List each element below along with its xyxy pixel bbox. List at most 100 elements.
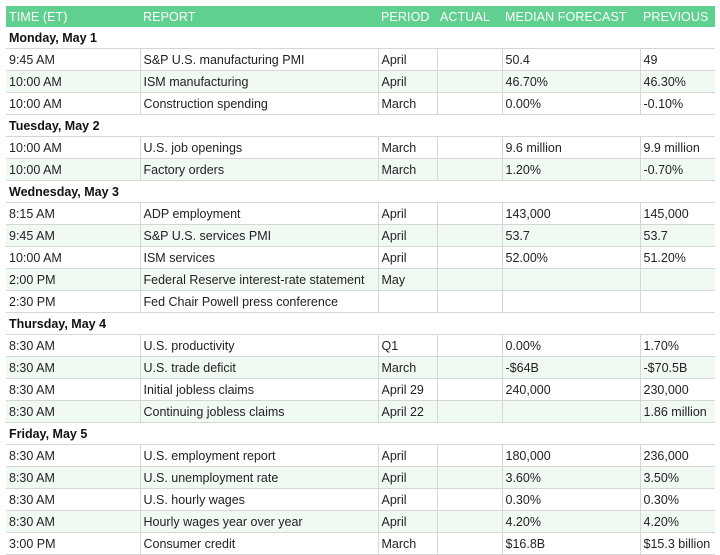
table-row: 3:00 PM Consumer credit March $16.8B $15.3 b… bbox=[6, 532, 715, 555]
time-cell: 3:00 PM bbox=[6, 532, 140, 555]
actual-cell bbox=[436, 136, 502, 159]
report-cell: U.S. hourly wages bbox=[139, 488, 378, 511]
header-actual: ACTUAL bbox=[437, 6, 502, 27]
day-label: Tuesday, May 2 bbox=[6, 114, 715, 137]
report-cell: ISM manufacturing bbox=[139, 70, 378, 93]
day-header-row: Thursday, May 4 bbox=[6, 312, 715, 335]
table-row: 8:30 AM U.S. employment report April 180,00… bbox=[6, 444, 715, 467]
actual-cell bbox=[436, 378, 502, 401]
previous-cell bbox=[639, 290, 715, 313]
time-cell: 9:45 AM bbox=[6, 224, 140, 247]
previous-cell: -0.10% bbox=[639, 92, 715, 115]
actual-cell bbox=[436, 268, 502, 291]
day-header-row: Tuesday, May 2 bbox=[6, 114, 715, 137]
actual-cell bbox=[436, 246, 502, 269]
day-header-row: Monday, May 1 bbox=[6, 27, 715, 49]
table-row: 8:30 AM Initial jobless claims April 29 240… bbox=[6, 378, 715, 401]
previous-cell: 1.70% bbox=[639, 334, 715, 357]
actual-cell bbox=[436, 92, 502, 115]
actual-cell bbox=[436, 48, 502, 71]
report-cell: U.S. job openings bbox=[139, 136, 378, 159]
report-cell: U.S. trade deficit bbox=[139, 356, 378, 379]
previous-cell: 51.20% bbox=[639, 246, 715, 269]
previous-cell bbox=[639, 268, 715, 291]
report-cell: U.S. employment report bbox=[139, 444, 378, 467]
forecast-cell: 0.00% bbox=[501, 92, 640, 115]
table-row: 8:30 AM Continuing jobless claims April 22… bbox=[6, 400, 715, 423]
period-cell: April bbox=[377, 488, 437, 511]
actual-cell bbox=[436, 334, 502, 357]
time-cell: 10:00 AM bbox=[6, 70, 140, 93]
previous-cell: -0.70% bbox=[639, 158, 715, 181]
table-row: 10:00 AM Construction spending March 0.00% -… bbox=[6, 92, 715, 115]
header-period: PERIOD bbox=[378, 6, 437, 27]
time-cell: 2:00 PM bbox=[6, 268, 140, 291]
report-cell: Federal Reserve interest-rate statement bbox=[139, 268, 378, 291]
period-cell: Q1 bbox=[377, 334, 437, 357]
forecast-cell: 3.60% bbox=[501, 466, 640, 489]
time-cell: 9:45 AM bbox=[6, 48, 140, 71]
forecast-cell: 180,000 bbox=[501, 444, 640, 467]
report-cell: Initial jobless claims bbox=[139, 378, 378, 401]
time-cell: 8:30 AM bbox=[6, 466, 140, 489]
time-cell: 10:00 AM bbox=[6, 246, 140, 269]
time-cell: 8:30 AM bbox=[6, 356, 140, 379]
period-cell: May bbox=[377, 268, 437, 291]
report-cell: S&P U.S. manufacturing PMI bbox=[139, 48, 378, 71]
table-row: 8:30 AM Hourly wages year over year April 4… bbox=[6, 510, 715, 533]
table-row: 8:30 AM U.S. trade deficit March -$64B -$70.… bbox=[6, 356, 715, 379]
period-cell: April bbox=[377, 202, 437, 225]
table-row: 8:30 AM U.S. hourly wages April 0.30% 0.30% bbox=[6, 488, 715, 511]
time-cell: 2:30 PM bbox=[6, 290, 140, 313]
actual-cell bbox=[436, 466, 502, 489]
forecast-cell: 53.7 bbox=[501, 224, 640, 247]
table-row: 8:30 AM U.S. productivity Q1 0.00% 1.70% bbox=[6, 334, 715, 357]
actual-cell bbox=[436, 290, 502, 313]
table-row: 10:00 AM ISM services April 52.00% 51.20% bbox=[6, 246, 715, 269]
report-cell: Factory orders bbox=[139, 158, 378, 181]
time-cell: 8:30 AM bbox=[6, 378, 140, 401]
time-cell: 10:00 AM bbox=[6, 158, 140, 181]
previous-cell: 0.30% bbox=[639, 488, 715, 511]
table-row: 8:15 AM ADP employment April 143,000 145,000 bbox=[6, 202, 715, 225]
previous-cell: 49 bbox=[639, 48, 715, 71]
period-cell bbox=[377, 290, 437, 313]
previous-cell: 3.50% bbox=[639, 466, 715, 489]
day-header-row: Wednesday, May 3 bbox=[6, 180, 715, 203]
period-cell: April 22 bbox=[377, 400, 437, 423]
previous-cell: 145,000 bbox=[639, 202, 715, 225]
period-cell: March bbox=[377, 158, 437, 181]
time-cell: 10:00 AM bbox=[6, 136, 140, 159]
report-cell: Continuing jobless claims bbox=[139, 400, 378, 423]
header-report: REPORT bbox=[140, 6, 378, 27]
period-cell: April bbox=[377, 444, 437, 467]
period-cell: March bbox=[377, 136, 437, 159]
day-label: Monday, May 1 bbox=[6, 27, 715, 49]
period-cell: March bbox=[377, 356, 437, 379]
forecast-cell bbox=[501, 400, 640, 423]
time-cell: 8:30 AM bbox=[6, 510, 140, 533]
forecast-cell: 4.20% bbox=[501, 510, 640, 533]
forecast-cell: 9.6 million bbox=[501, 136, 640, 159]
period-cell: April bbox=[377, 48, 437, 71]
period-cell: April 29 bbox=[377, 378, 437, 401]
day-header-row: Friday, May 5 bbox=[6, 422, 715, 445]
header-previous: PREVIOUS bbox=[640, 6, 715, 27]
previous-cell: 46.30% bbox=[639, 70, 715, 93]
period-cell: March bbox=[377, 92, 437, 115]
table-row: 10:00 AM Factory orders March 1.20% -0.70% bbox=[6, 158, 715, 181]
actual-cell bbox=[436, 202, 502, 225]
forecast-cell: 143,000 bbox=[501, 202, 640, 225]
forecast-cell: 0.00% bbox=[501, 334, 640, 357]
forecast-cell: 52.00% bbox=[501, 246, 640, 269]
day-label: Thursday, May 4 bbox=[6, 312, 715, 335]
report-cell: Construction spending bbox=[139, 92, 378, 115]
day-label: Friday, May 5 bbox=[6, 422, 715, 445]
table-row: 9:45 AM S&P U.S. services PMI April 53.7 53.… bbox=[6, 224, 715, 247]
header-row: TIME (ET) REPORT PERIOD ACTUAL MEDIAN FO… bbox=[6, 6, 715, 27]
previous-cell: 236,000 bbox=[639, 444, 715, 467]
forecast-cell: 240,000 bbox=[501, 378, 640, 401]
previous-cell: 53.7 bbox=[639, 224, 715, 247]
time-cell: 8:30 AM bbox=[6, 400, 140, 423]
actual-cell bbox=[436, 400, 502, 423]
